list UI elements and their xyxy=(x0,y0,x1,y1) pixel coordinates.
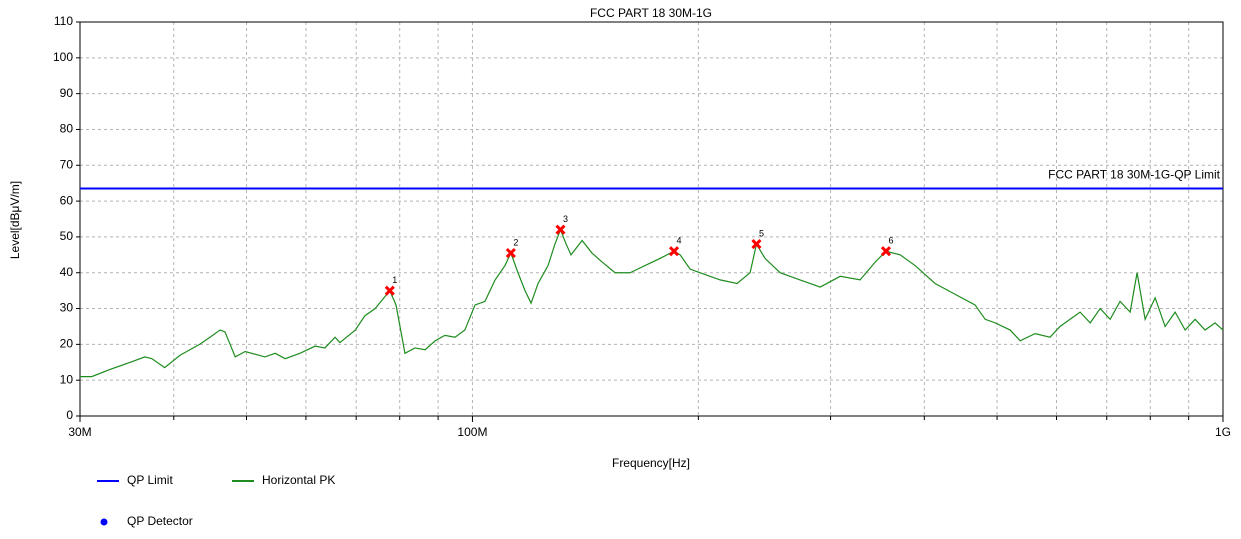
y-tick-label: 20 xyxy=(60,337,74,351)
y-tick-label: 90 xyxy=(60,86,74,100)
peak-label: 6 xyxy=(888,236,893,246)
peak-label: 5 xyxy=(759,228,764,238)
peak-label: 3 xyxy=(563,214,568,224)
peak-marker xyxy=(751,239,762,250)
limit-label: FCC PART 18 30M-1G-QP Limit xyxy=(1048,168,1220,182)
chart-title: FCC PART 18 30M-1G xyxy=(590,6,712,20)
y-tick-label: 100 xyxy=(53,50,73,64)
y-tick-label: 30 xyxy=(60,301,74,315)
peak-marker xyxy=(505,247,516,259)
y-tick-label: 0 xyxy=(66,408,73,422)
y-tick-label: 50 xyxy=(60,229,74,243)
x-tick-label: 100M xyxy=(457,425,487,439)
y-tick-label: 110 xyxy=(54,14,73,28)
legend-label: QP Limit xyxy=(127,473,173,487)
y-tick-label: 70 xyxy=(60,157,74,171)
x-tick-label: 1G xyxy=(1215,425,1231,439)
peak-label: 1 xyxy=(392,275,397,285)
legend-symbol xyxy=(100,518,108,526)
legend-label: Horizontal PK xyxy=(262,473,335,487)
peak-label: 2 xyxy=(513,237,518,247)
y-tick-label: 80 xyxy=(60,122,74,136)
y-axis-label: Level[dBμV/m] xyxy=(8,181,22,259)
legend-label: QP Detector xyxy=(127,514,193,528)
peak-marker xyxy=(555,224,566,235)
x-axis-label: Frequency[Hz] xyxy=(612,456,690,470)
peak-label: 4 xyxy=(677,236,682,246)
plot-frame xyxy=(79,21,1224,417)
y-tick-label: 60 xyxy=(60,193,74,207)
y-tick-label: 10 xyxy=(60,372,74,386)
series-line xyxy=(80,228,1224,378)
y-tick-label: 40 xyxy=(60,265,74,279)
peak-marker xyxy=(668,246,680,257)
peak-marker xyxy=(384,285,395,296)
peak-marker xyxy=(880,246,892,257)
x-tick-label: 30M xyxy=(68,425,91,439)
